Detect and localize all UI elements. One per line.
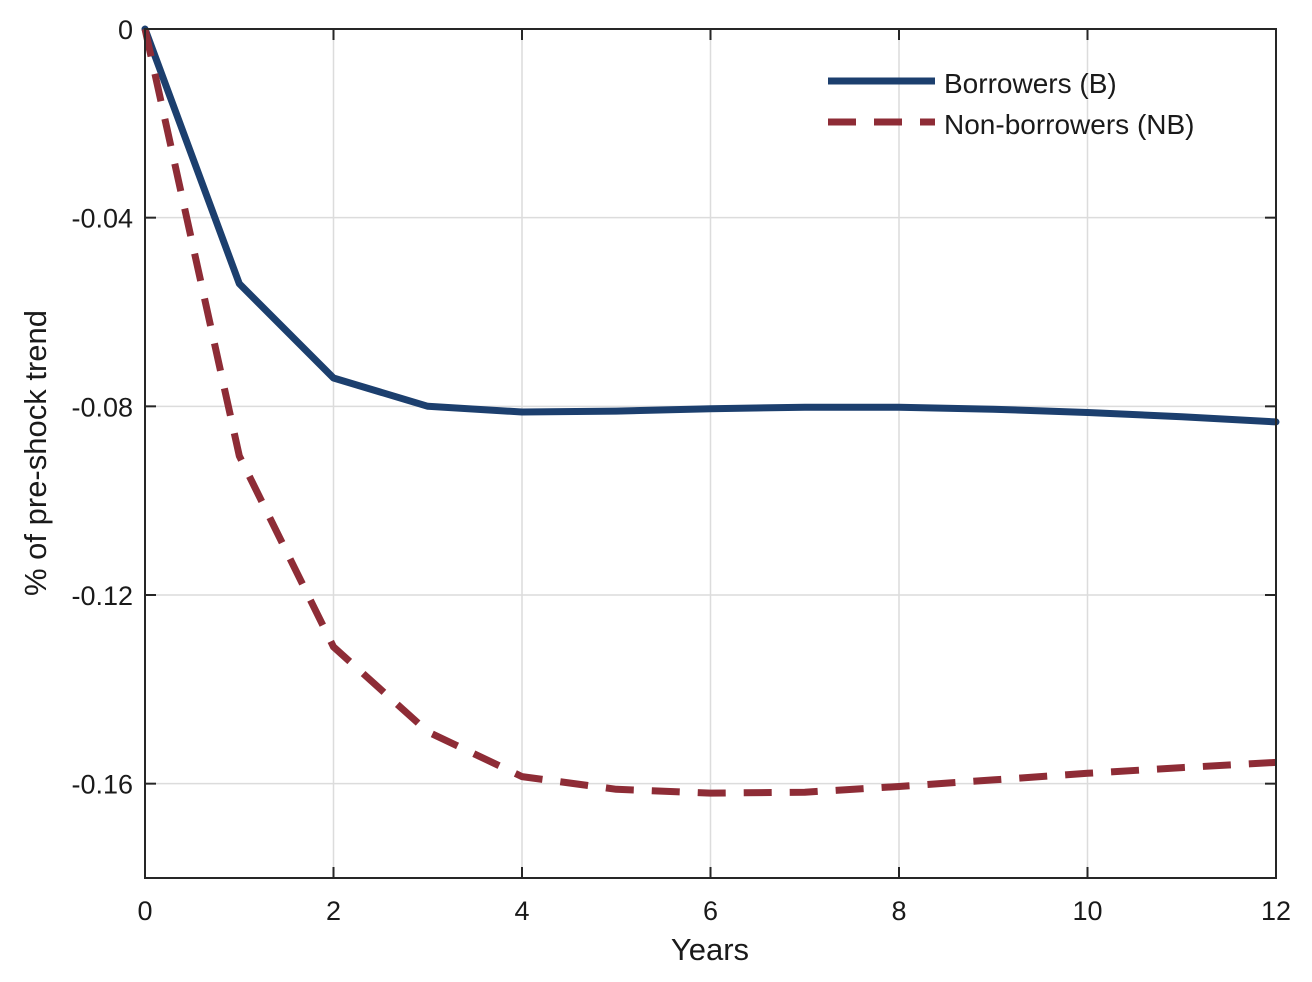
- x-tick-label: 2: [326, 896, 341, 926]
- x-tick-labels: 0 2 4 6 8 10 12: [137, 896, 1291, 926]
- y-tick-label: -0.12: [71, 581, 133, 611]
- legend-label-borrowers: Borrowers (B): [944, 68, 1117, 99]
- series-lines: [141, 25, 1280, 797]
- y-axis-title: % of pre-shock trend: [18, 310, 53, 596]
- axis-ticks: [144, 28, 1277, 878]
- legend: Borrowers (B) Non-borrowers (NB): [828, 68, 1195, 140]
- y-tick-labels: 0 -0.04 -0.08 -0.12 -0.16: [71, 15, 133, 800]
- x-tick-label: 8: [891, 896, 906, 926]
- y-tick-label: 0: [118, 15, 133, 45]
- x-tick-label: 4: [514, 896, 529, 926]
- x-tick-label: 12: [1261, 896, 1291, 926]
- y-tick-label: -0.04: [71, 204, 133, 234]
- x-axis-title: Years: [671, 932, 749, 967]
- legend-label-non-borrowers: Non-borrowers (NB): [944, 109, 1195, 140]
- x-tick-label: 10: [1072, 896, 1102, 926]
- series-line-non-borrowers: [141, 28, 1277, 797]
- x-tick-label: 6: [703, 896, 718, 926]
- x-tick-label: 0: [137, 896, 152, 926]
- grid: [145, 29, 1276, 878]
- y-tick-label: -0.16: [71, 770, 133, 800]
- y-tick-label: -0.08: [71, 392, 133, 422]
- series-line-borrowers: [141, 25, 1280, 426]
